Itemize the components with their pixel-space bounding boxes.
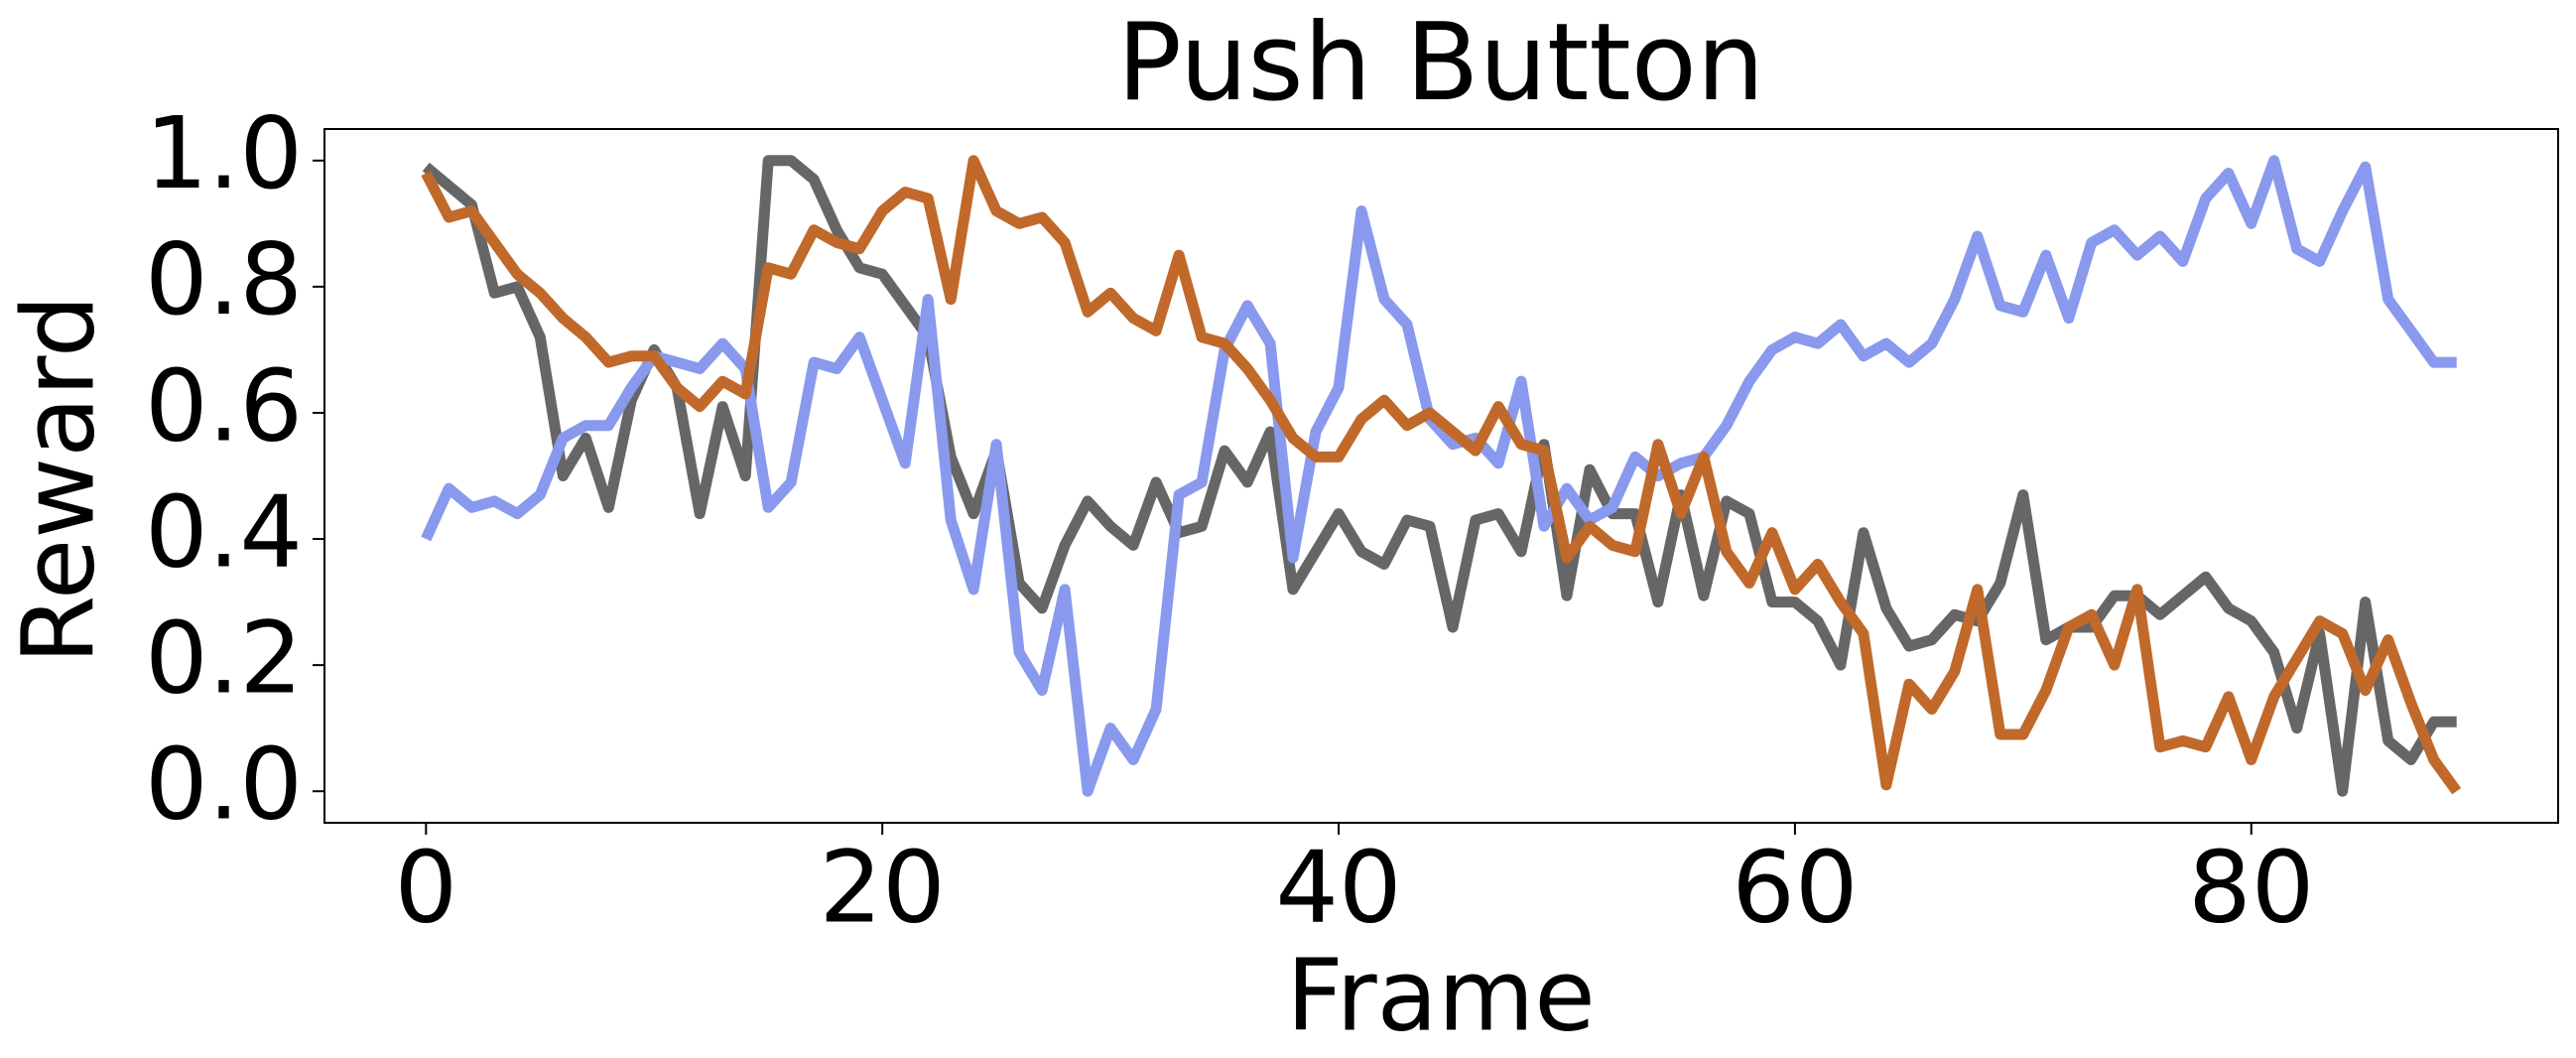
series-line: [421, 155, 2457, 797]
series-line: [421, 155, 2462, 795]
x-tick-label: 20: [820, 829, 946, 945]
y-tick-label: 0.0: [145, 727, 303, 843]
y-tick-label: 0.6: [145, 347, 303, 463]
y-tick-label: 0.2: [145, 599, 303, 716]
x-tick-label: 80: [2188, 829, 2314, 945]
x-tick-label: 40: [1275, 829, 1401, 945]
x-axis-label: Frame: [1286, 937, 1596, 1053]
x-tick-label: 60: [1732, 829, 1858, 945]
y-tick-label: 0.8: [145, 221, 303, 337]
y-tick-label: 0.4: [145, 473, 303, 590]
y-axis-label: Reward: [0, 295, 116, 664]
chart-title: Push Button: [1117, 1, 1764, 125]
plot-frame: [323, 128, 2559, 824]
x-tick-label: 0: [395, 829, 458, 945]
y-tick-label: 1.0: [145, 95, 303, 211]
series-line: [422, 155, 2457, 797]
